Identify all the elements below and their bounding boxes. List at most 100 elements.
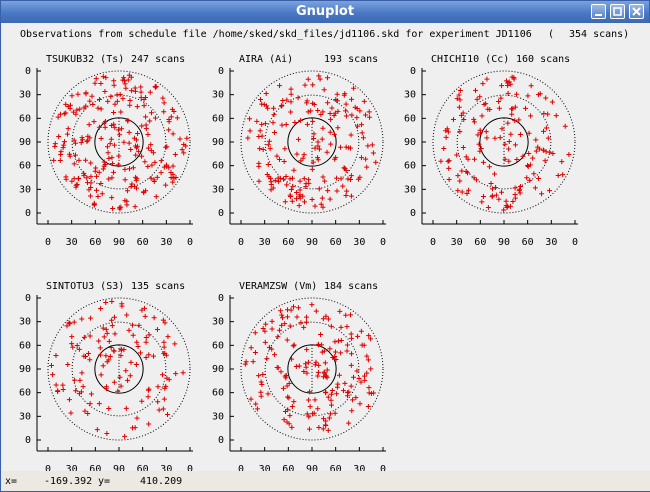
maximize-button[interactable]: [610, 4, 625, 19]
scan-marker: [294, 314, 300, 320]
scan-marker: [53, 352, 59, 358]
scan-marker: [474, 96, 480, 102]
panel-scan-count: 184 scans: [324, 281, 378, 292]
scan-marker: [322, 360, 328, 366]
scan-marker: [75, 91, 81, 97]
scan-marker: [499, 189, 505, 195]
scan-marker: [112, 331, 118, 337]
scan-marker: [67, 153, 73, 159]
scan-marker: [373, 159, 379, 165]
scan-marker: [141, 305, 147, 311]
scan-marker: [146, 332, 152, 338]
scan-marker: [161, 396, 167, 402]
scan-marker: [260, 147, 266, 153]
scan-marker: [312, 362, 318, 368]
scan-marker: [101, 159, 107, 165]
scan-marker: [162, 320, 168, 326]
scan-marker: [311, 136, 317, 142]
scan-marker: [315, 406, 321, 412]
scan-marker: [102, 89, 108, 95]
plot-header-paren: (: [548, 29, 554, 40]
panel-label: SINTOTU3 (S3): [46, 281, 124, 292]
scan-marker: [328, 402, 334, 408]
scan-marker: [457, 87, 463, 93]
scan-marker: [170, 131, 176, 137]
scan-marker: [87, 193, 93, 199]
scan-marker: [278, 103, 284, 109]
title-bar[interactable]: Gnuplot: [1, 1, 649, 23]
scan-marker: [146, 352, 152, 358]
close-button[interactable]: [629, 4, 644, 19]
scan-marker: [125, 118, 131, 124]
x-tick-label: 30: [66, 464, 78, 471]
scan-marker: [342, 91, 348, 97]
scan-marker: [445, 158, 451, 164]
scan-marker: [118, 353, 124, 359]
scan-marker: [514, 157, 520, 163]
scan-marker: [101, 334, 107, 340]
scan-marker: [269, 326, 275, 332]
scan-marker: [282, 373, 288, 379]
scan-marker: [296, 203, 302, 209]
scan-marker: [98, 372, 104, 378]
scan-marker: [289, 198, 295, 204]
scan-marker: [477, 127, 483, 133]
scan-marker: [351, 85, 357, 91]
scan-marker: [297, 178, 303, 184]
scan-marker: [115, 162, 121, 168]
scan-marker: [566, 151, 572, 157]
scan-marker: [517, 131, 523, 137]
scan-marker: [514, 91, 520, 97]
scan-marker: [364, 353, 370, 359]
scan-marker: [107, 141, 113, 147]
scan-marker: [505, 90, 511, 96]
scan-marker: [119, 301, 125, 307]
window-title: Gnuplot: [295, 4, 355, 19]
scan-marker: [359, 130, 365, 136]
scan-marker: [111, 379, 117, 385]
scan-marker: [505, 120, 511, 126]
scan-marker: [348, 362, 354, 368]
x-tick-label: 60: [474, 237, 486, 248]
scan-marker: [168, 175, 174, 181]
scan-marker: [100, 363, 106, 369]
scan-marker: [338, 350, 344, 356]
scan-marker: [475, 132, 481, 138]
scan-marker: [103, 326, 109, 332]
scan-marker: [357, 401, 363, 407]
x-tick-label: 0: [572, 237, 578, 248]
scan-marker: [320, 174, 326, 180]
scan-marker: [70, 344, 76, 350]
scan-marker: [259, 101, 265, 107]
plot-svg[interactable]: Observations from schedule file /home/sk…: [2, 23, 650, 475]
scan-marker: [126, 140, 132, 146]
scan-marker: [147, 89, 153, 95]
scan-marker: [136, 148, 142, 154]
scan-marker: [327, 346, 333, 352]
scan-marker: [346, 145, 352, 151]
scan-marker: [84, 180, 90, 186]
minimize-button[interactable]: [591, 4, 606, 19]
scan-marker: [337, 308, 343, 314]
sky-panel: AIRA (Ai) 193 scans 0 30 60 90 60 30 0 0 30 60 90 60 3…: [212, 54, 386, 248]
scan-marker: [301, 152, 307, 158]
scan-marker: [112, 125, 118, 131]
scan-marker: [533, 137, 539, 143]
y-tick-label: 0: [25, 435, 31, 446]
scan-marker: [316, 424, 322, 430]
plot-canvas[interactable]: Observations from schedule file /home/sk…: [2, 23, 650, 488]
y-tick-label: 60: [212, 340, 224, 351]
scan-marker: [306, 180, 312, 186]
scan-marker: [259, 121, 265, 127]
scan-marker: [124, 202, 130, 208]
scan-marker: [132, 88, 138, 94]
scan-marker: [118, 346, 124, 352]
status-bar: x= -169.392 y= 410.209: [2, 471, 650, 491]
scan-marker: [110, 161, 116, 167]
scan-marker: [152, 115, 158, 121]
scan-marker: [505, 203, 511, 209]
scan-marker: [263, 321, 269, 327]
scan-marker: [265, 162, 271, 168]
scan-marker: [123, 368, 129, 374]
scan-marker: [465, 170, 471, 176]
